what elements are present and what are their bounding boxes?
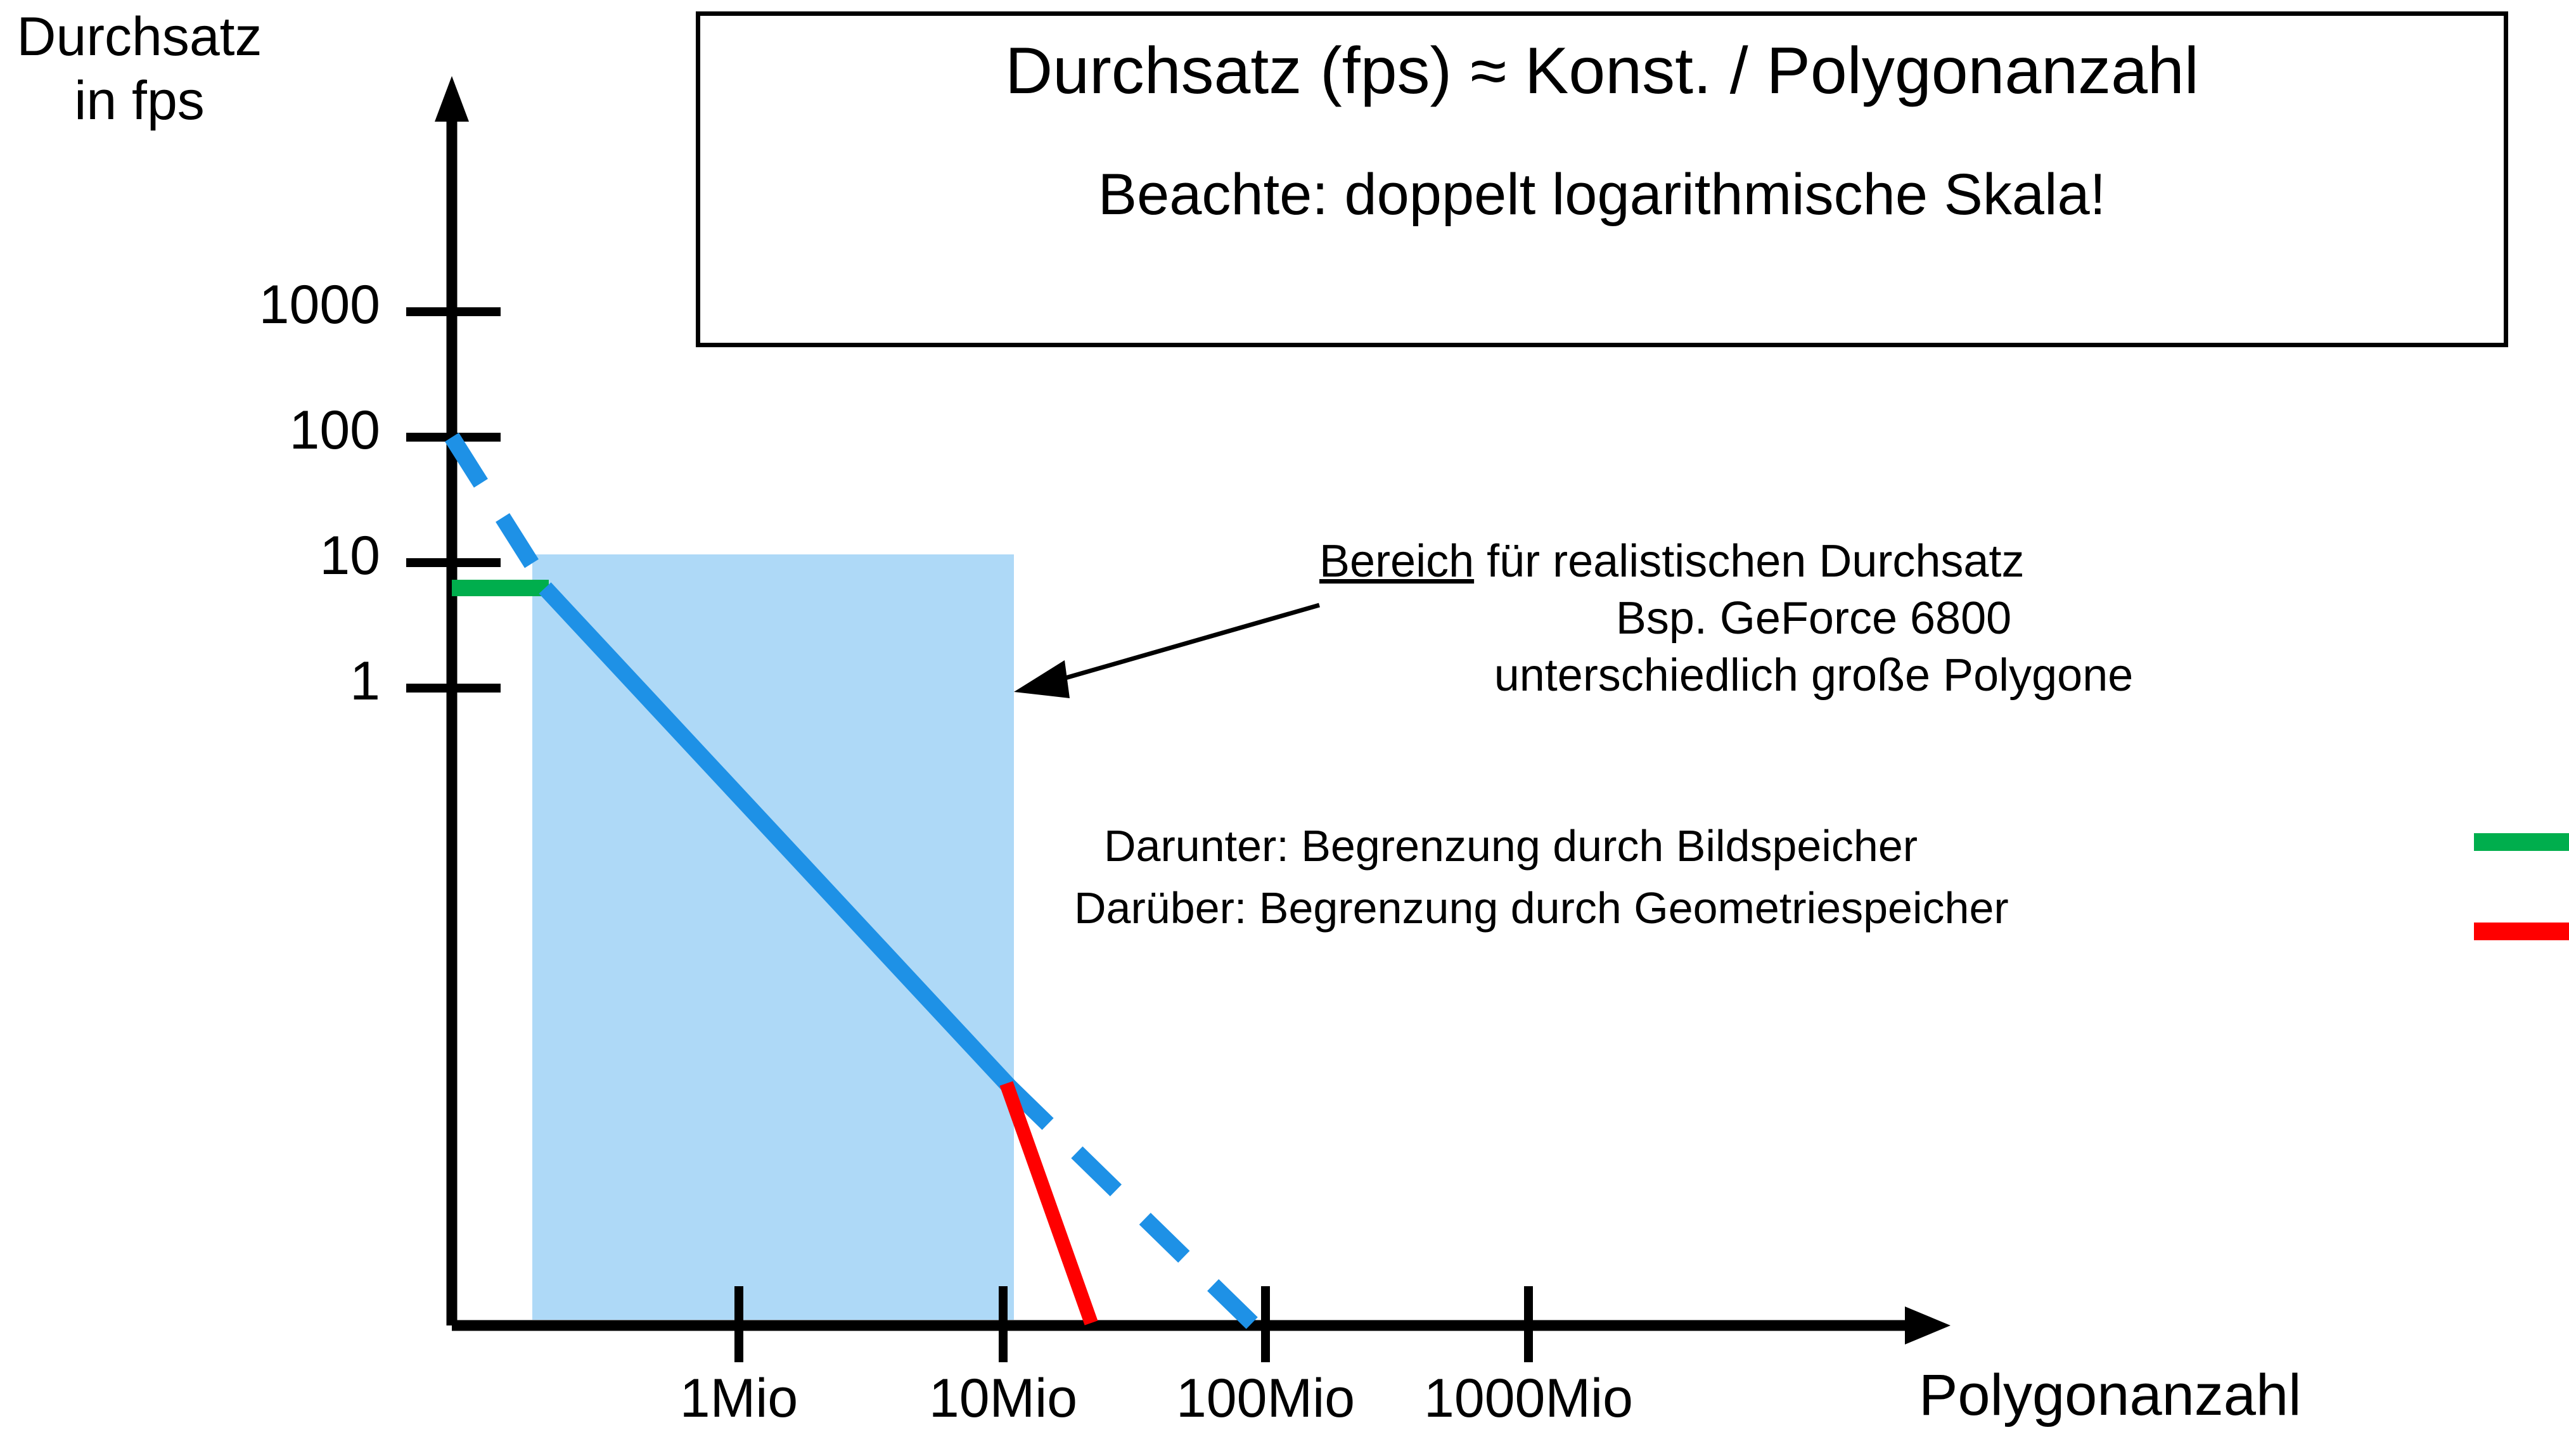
legend-label-geometriespeicher: Darüber: Begrenzung durch Geometriespeic… <box>1074 883 2009 933</box>
x-tick-label-1mio: 1Mio <box>679 1368 798 1429</box>
x-tick-marks <box>734 1286 1533 1362</box>
shaded-region <box>532 554 1014 1320</box>
annotation-leader-arrow <box>1014 603 1320 698</box>
legend-swatch-bildspeicher <box>2474 833 2569 851</box>
title-box: Durchsatz (fps) ≈ Konst. / Polygonanzahl… <box>696 11 2508 347</box>
x-axis <box>452 1306 1951 1344</box>
x-axis-title: Polygonanzahl <box>1919 1363 2302 1427</box>
legend-swatch-geometriespeicher <box>2474 923 2569 940</box>
annotation-line-1: Bereich für realistischen Durchsatz <box>1319 535 2024 587</box>
title-note: Beachte: doppelt logarithmische Skala! <box>1098 162 2106 227</box>
annotation-underlined-word: Bereich <box>1319 536 1475 587</box>
series-main-solid <box>539 582 1015 1092</box>
x-tick-label-10mio: 10Mio <box>928 1368 1078 1429</box>
series-dashed-upper <box>445 433 553 591</box>
y-tick-label-100: 100 <box>289 400 381 461</box>
annotation-line-1-rest: für realistischen Durchsatz <box>1474 536 2025 587</box>
legend-label-bildspeicher: Darunter: Begrenzung durch Bildspeicher <box>1104 821 1918 871</box>
series-red-geometriespeicher <box>999 1081 1098 1325</box>
x-tick-label-1000mio: 1000Mio <box>1424 1368 1633 1429</box>
y-axis <box>435 76 469 1325</box>
y-tick-label-1: 1 <box>350 651 380 712</box>
y-tick-marks <box>406 307 501 693</box>
title-formula: Durchsatz (fps) ≈ Konst. / Polygonanzahl <box>1005 34 2199 108</box>
series-dashed-lower <box>1003 1080 1272 1343</box>
y-axis-title: Durchsatz in fps <box>16 6 262 132</box>
annotation-line-3: unterschiedlich große Polygone <box>1494 650 2134 701</box>
annotation-line-2: Bsp. GeForce 6800 <box>1615 593 2012 644</box>
y-tick-label-10: 10 <box>319 525 380 586</box>
x-tick-label-100mio: 100Mio <box>1176 1368 1355 1429</box>
y-tick-label-1000: 1000 <box>259 274 380 335</box>
